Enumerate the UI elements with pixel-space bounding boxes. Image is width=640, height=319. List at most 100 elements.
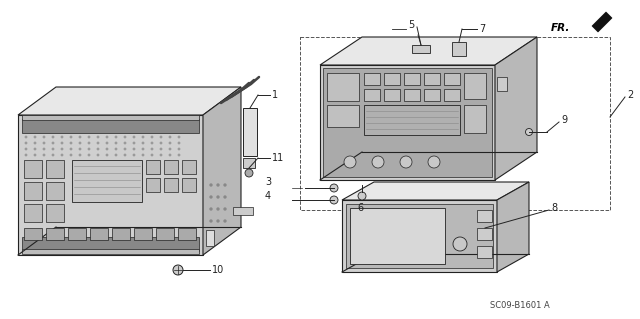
Circle shape	[245, 169, 253, 177]
Polygon shape	[495, 37, 537, 180]
Circle shape	[216, 183, 220, 187]
Bar	[24, 228, 42, 240]
Text: 1: 1	[272, 90, 278, 100]
Circle shape	[97, 154, 99, 156]
Bar	[24, 182, 42, 200]
Circle shape	[133, 148, 135, 150]
Circle shape	[209, 196, 212, 198]
Circle shape	[428, 156, 440, 168]
Circle shape	[43, 142, 45, 144]
Polygon shape	[320, 65, 495, 180]
Circle shape	[344, 156, 356, 168]
Circle shape	[43, 154, 45, 156]
Bar	[72, 160, 142, 202]
Circle shape	[142, 136, 144, 138]
Circle shape	[52, 142, 54, 144]
Text: 4: 4	[265, 191, 271, 201]
Circle shape	[223, 196, 227, 198]
Circle shape	[70, 154, 72, 156]
Text: 7: 7	[479, 24, 485, 34]
Bar	[134, 228, 152, 240]
Circle shape	[216, 219, 220, 222]
Polygon shape	[342, 182, 529, 200]
Polygon shape	[203, 87, 241, 255]
Polygon shape	[18, 87, 241, 115]
Bar	[243, 108, 257, 156]
Circle shape	[142, 148, 144, 150]
Circle shape	[216, 207, 220, 211]
Text: SC09-B1601 A: SC09-B1601 A	[490, 300, 550, 309]
Circle shape	[106, 142, 108, 144]
Bar	[364, 89, 380, 101]
Bar	[46, 160, 64, 178]
Bar	[22, 119, 199, 133]
Polygon shape	[320, 37, 537, 65]
Circle shape	[223, 219, 227, 222]
Bar	[350, 208, 445, 264]
Text: 10: 10	[212, 265, 224, 275]
Bar	[146, 160, 160, 174]
Circle shape	[52, 148, 54, 150]
Polygon shape	[18, 115, 203, 255]
Circle shape	[151, 142, 153, 144]
Bar	[24, 204, 42, 222]
Circle shape	[133, 136, 135, 138]
Circle shape	[169, 142, 172, 144]
Circle shape	[223, 183, 227, 187]
Circle shape	[169, 148, 172, 150]
Bar	[424, 73, 440, 85]
Bar	[22, 115, 199, 120]
Bar	[477, 228, 492, 240]
Circle shape	[61, 136, 63, 138]
Circle shape	[106, 136, 108, 138]
Circle shape	[330, 196, 338, 204]
Polygon shape	[342, 200, 497, 272]
Bar	[464, 105, 486, 133]
Bar	[404, 89, 420, 101]
Bar	[300, 37, 610, 210]
Circle shape	[142, 142, 144, 144]
Circle shape	[178, 136, 180, 138]
Circle shape	[124, 142, 126, 144]
Bar	[323, 68, 492, 177]
Circle shape	[124, 154, 126, 156]
Text: 3: 3	[265, 177, 271, 187]
Circle shape	[52, 154, 54, 156]
Circle shape	[124, 136, 126, 138]
Bar	[384, 89, 400, 101]
Circle shape	[25, 148, 28, 150]
Bar	[182, 178, 196, 192]
Bar	[346, 204, 493, 268]
Circle shape	[25, 136, 28, 138]
Circle shape	[173, 265, 183, 275]
Circle shape	[70, 148, 72, 150]
Text: 8: 8	[551, 203, 557, 213]
Circle shape	[61, 148, 63, 150]
Circle shape	[178, 154, 180, 156]
Bar	[384, 73, 400, 85]
Circle shape	[358, 192, 366, 200]
Circle shape	[115, 142, 117, 144]
Circle shape	[142, 154, 144, 156]
Text: 5: 5	[408, 20, 414, 30]
Circle shape	[115, 136, 117, 138]
Circle shape	[124, 148, 126, 150]
Bar	[22, 237, 199, 251]
Bar	[233, 207, 253, 215]
Circle shape	[34, 142, 36, 144]
Bar	[22, 249, 199, 254]
Bar	[243, 158, 255, 168]
Circle shape	[151, 136, 153, 138]
Bar	[46, 228, 64, 240]
Circle shape	[169, 136, 172, 138]
Circle shape	[115, 148, 117, 150]
Bar	[90, 228, 108, 240]
Circle shape	[79, 136, 81, 138]
Polygon shape	[592, 12, 612, 32]
Circle shape	[453, 237, 467, 251]
Bar	[364, 73, 380, 85]
Bar	[68, 228, 86, 240]
Circle shape	[330, 184, 338, 192]
Bar	[46, 182, 64, 200]
Text: 9: 9	[561, 115, 567, 125]
